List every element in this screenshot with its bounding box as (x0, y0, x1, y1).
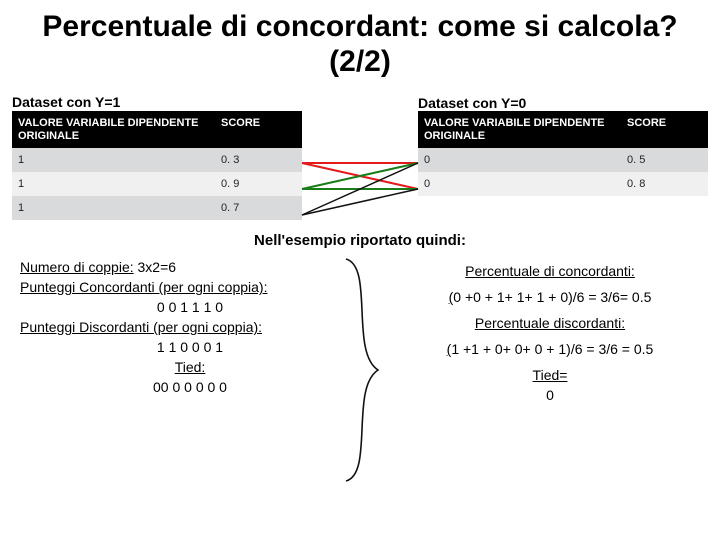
cell-var: 1 (12, 148, 215, 172)
pairs-line: Numero di coppie: 3x2=6 (20, 259, 360, 275)
table-right: VALORE VARIABILE DIPENDENTE ORIGINALE SC… (418, 111, 708, 196)
table-row: 10. 3 (12, 148, 302, 172)
table-left-wrap: VALORE VARIABILE DIPENDENTE ORIGINALE SC… (12, 111, 302, 220)
pct-conc-rest: 0 +0 + 1+ 1+ 1 + 0)/6 = 3/6= 0.5 (453, 289, 651, 305)
tables-row: VALORE VARIABILE DIPENDENTE ORIGINALE SC… (0, 111, 720, 220)
conc-values: 0 0 1 1 1 0 (20, 299, 360, 315)
th-left-score: SCORE (215, 111, 302, 148)
th-right-var: VALORE VARIABILE DIPENDENTE ORIGINALE (418, 111, 621, 148)
pct-disc-value: (1 +1 + 0+ 0+ 0 + 1)/6 = 3/6 = 0.5 (400, 341, 700, 357)
disc-label: Punteggi Discordanti (per ogni coppia): (20, 319, 360, 335)
tied-label-right: Tied= (400, 367, 700, 383)
table-row: 10. 7 (12, 196, 302, 220)
cell-score: 0. 9 (215, 172, 302, 196)
mid-note: Nell'esempio riportato quindi: (0, 232, 720, 249)
bottom-columns: Numero di coppie: 3x2=6 Punteggi Concord… (0, 255, 720, 407)
th-right-score: SCORE (621, 111, 708, 148)
page-title: Percentuale di concordant: come si calco… (0, 0, 720, 79)
tied-value-right: 0 (400, 387, 700, 403)
conc-label: Punteggi Concordanti (per ogni coppia): (20, 279, 360, 295)
pairs-value: 3x2=6 (134, 259, 176, 275)
tied-label-left: Tied: (20, 359, 360, 375)
disc-values: 1 1 0 0 0 1 (20, 339, 360, 355)
th-left-var: VALORE VARIABILE DIPENDENTE ORIGINALE (12, 111, 215, 148)
cell-var: 1 (12, 172, 215, 196)
tied-values-left: 00 0 0 0 0 0 (20, 379, 360, 395)
cell-score: 0. 7 (215, 196, 302, 220)
pairs-label: Numero di coppie: (20, 259, 134, 275)
subhead-left: Dataset con Y=1 (12, 94, 120, 110)
left-column: Numero di coppie: 3x2=6 Punteggi Concord… (20, 255, 360, 407)
pct-conc-value: (0 +0 + 1+ 1+ 1 + 0)/6 = 3/6= 0.5 (400, 289, 700, 305)
cell-score: 0. 5 (621, 148, 708, 172)
pct-conc-label: Percentuale di concordanti: (400, 263, 700, 279)
cell-score: 0. 8 (621, 172, 708, 196)
table-row: 00. 8 (418, 172, 708, 196)
cell-var: 0 (418, 148, 621, 172)
table-row: 10. 9 (12, 172, 302, 196)
cell-var: 1 (12, 196, 215, 220)
subhead-right: Dataset con Y=0 (418, 95, 526, 111)
pct-disc-rest: 1 +1 + 0+ 0+ 0 + 1)/6 = 3/6 = 0.5 (451, 341, 653, 357)
cell-score: 0. 3 (215, 148, 302, 172)
right-column: Percentuale di concordanti: (0 +0 + 1+ 1… (360, 255, 700, 407)
table-left: VALORE VARIABILE DIPENDENTE ORIGINALE SC… (12, 111, 302, 220)
table-row: 00. 5 (418, 148, 708, 172)
pct-disc-label: Percentuale discordanti: (400, 315, 700, 331)
cell-var: 0 (418, 172, 621, 196)
table-right-wrap: VALORE VARIABILE DIPENDENTE ORIGINALE SC… (418, 111, 708, 220)
